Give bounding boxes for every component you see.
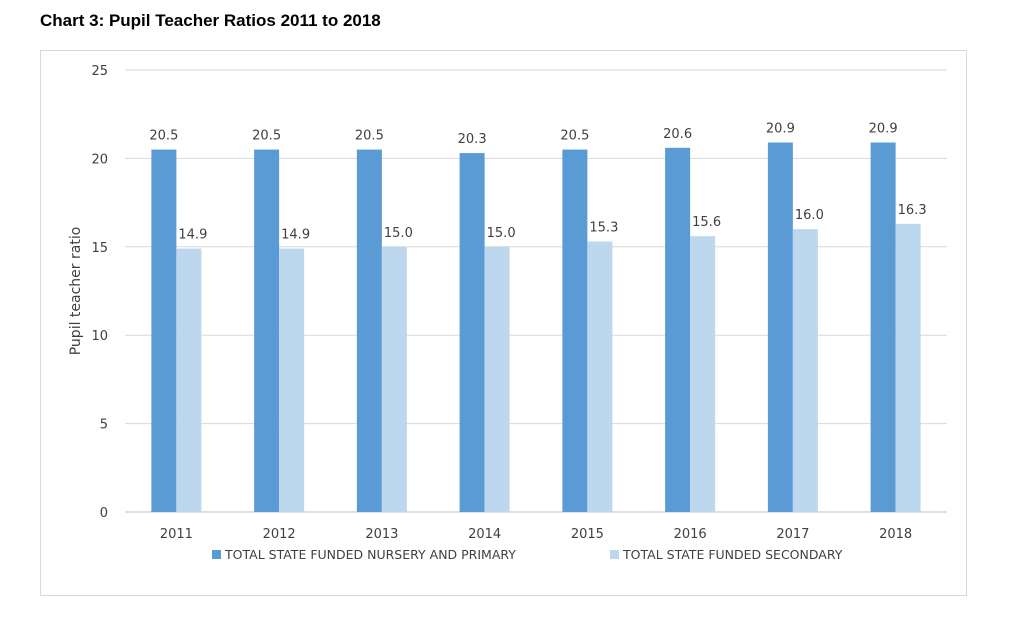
- y-tick-label: 10: [91, 329, 108, 344]
- legend-swatch: [610, 550, 619, 559]
- bar-primary: [459, 153, 485, 512]
- data-label: 15.0: [384, 226, 413, 241]
- x-tick-label: 2014: [468, 527, 501, 542]
- data-label: 20.5: [355, 129, 384, 144]
- x-tick-label: 2017: [776, 527, 809, 542]
- legend-label: TOTAL STATE FUNDED NURSERY AND PRIMARY: [224, 547, 516, 562]
- data-label: 16.3: [898, 203, 927, 218]
- bar-secondary: [792, 229, 818, 512]
- data-label: 14.9: [178, 228, 207, 243]
- x-tick-label: 2018: [879, 527, 912, 542]
- bar-primary: [665, 147, 691, 513]
- chart-title: Chart 3: Pupil Teacher Ratios 2011 to 20…: [40, 11, 381, 30]
- y-axis-label: Pupil teacher ratio: [68, 227, 84, 356]
- x-tick-label: 2016: [674, 527, 707, 542]
- bar-secondary: [895, 223, 921, 513]
- bar-secondary: [279, 248, 305, 512]
- data-label: 15.0: [487, 226, 516, 241]
- y-tick-label: 15: [91, 241, 108, 256]
- bar-primary: [151, 149, 177, 512]
- data-label: 20.3: [458, 132, 487, 147]
- data-label: 15.6: [692, 215, 721, 230]
- x-tick-label: 2015: [571, 527, 604, 542]
- y-tick-label: 20: [91, 152, 108, 167]
- bar-secondary: [690, 236, 716, 512]
- data-label: 20.9: [766, 121, 795, 136]
- bar-secondary: [176, 248, 202, 512]
- bar-primary: [767, 142, 793, 512]
- bar-secondary: [381, 246, 407, 513]
- x-tick-label: 2011: [160, 527, 193, 542]
- bar-secondary: [484, 246, 510, 513]
- bar-primary: [356, 149, 382, 512]
- data-label: 20.9: [869, 121, 898, 136]
- legend-label: TOTAL STATE FUNDED SECONDARY: [622, 547, 843, 562]
- bar-primary: [562, 149, 588, 512]
- data-label: 20.5: [252, 129, 281, 144]
- bar-primary: [870, 142, 896, 512]
- bar-secondary: [587, 241, 613, 512]
- x-tick-label: 2013: [365, 527, 398, 542]
- legend-swatch: [212, 550, 221, 559]
- y-tick-label: 25: [91, 64, 108, 79]
- data-label: 20.5: [149, 129, 178, 144]
- data-label: 16.0: [795, 208, 824, 223]
- x-tick-label: 2012: [263, 527, 296, 542]
- bar-primary: [254, 149, 280, 512]
- y-tick-label: 0: [100, 506, 108, 521]
- data-label: 20.6: [663, 127, 692, 142]
- data-label: 20.5: [560, 129, 589, 144]
- chart-frame: [40, 50, 967, 596]
- y-tick-label: 5: [100, 418, 108, 433]
- data-label: 15.3: [589, 220, 618, 235]
- data-label: 14.9: [281, 228, 310, 243]
